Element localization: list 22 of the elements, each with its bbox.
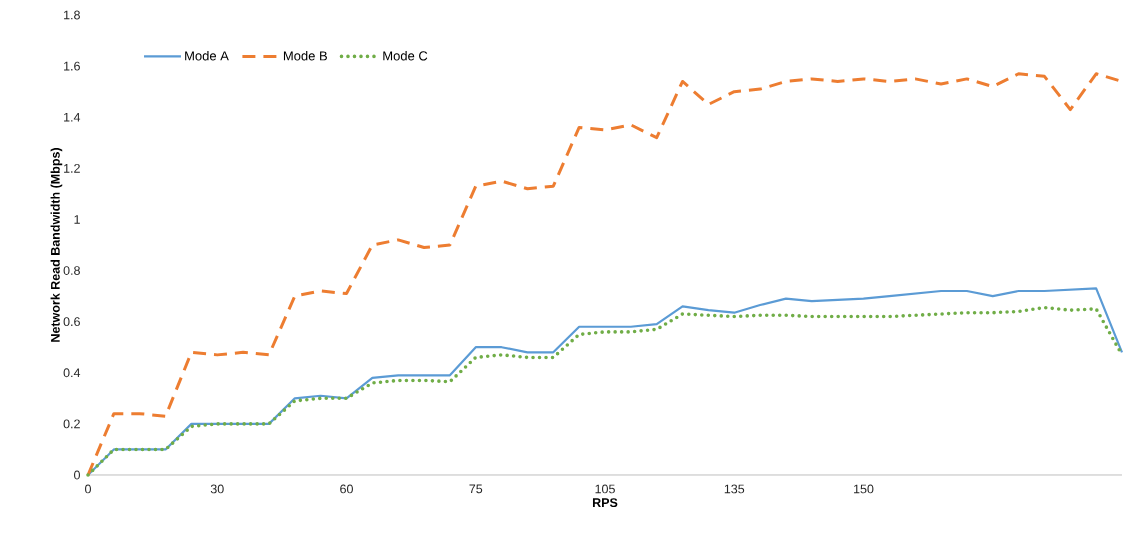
x-tick-label: 135 [724,484,745,494]
x-tick-label: 30 [210,484,224,494]
x-tick-label: 105 [595,484,615,494]
y-tick-label: 0.8 [63,266,80,275]
y-tick-label: 0.2 [63,419,80,429]
y-tick-label: 1.6 [64,61,80,71]
legend-label: Mode B [283,50,327,61]
y-axis-title: Network Read Bandwidth (Mbps) [50,148,63,342]
legend-label: Mode C [383,50,428,61]
y-tick-label: 0 [74,470,80,480]
y-tick-label: 0.4 [63,368,81,378]
x-tick-label: 150 [854,484,874,494]
legend-label: Mode A [185,50,229,61]
y-tick-label: 1.2 [64,163,80,173]
y-tick-label: 1 [74,215,80,224]
x-tick-label: 60 [340,484,353,494]
x-axis-title: RPS [592,498,618,508]
x-tick-label: 0 [85,484,91,494]
y-tick-label: 1.8 [64,10,80,20]
y-tick-label: 0.6 [63,317,80,327]
y-tick-label: 1.4 [64,112,81,122]
x-tick-label: 75 [469,484,483,494]
